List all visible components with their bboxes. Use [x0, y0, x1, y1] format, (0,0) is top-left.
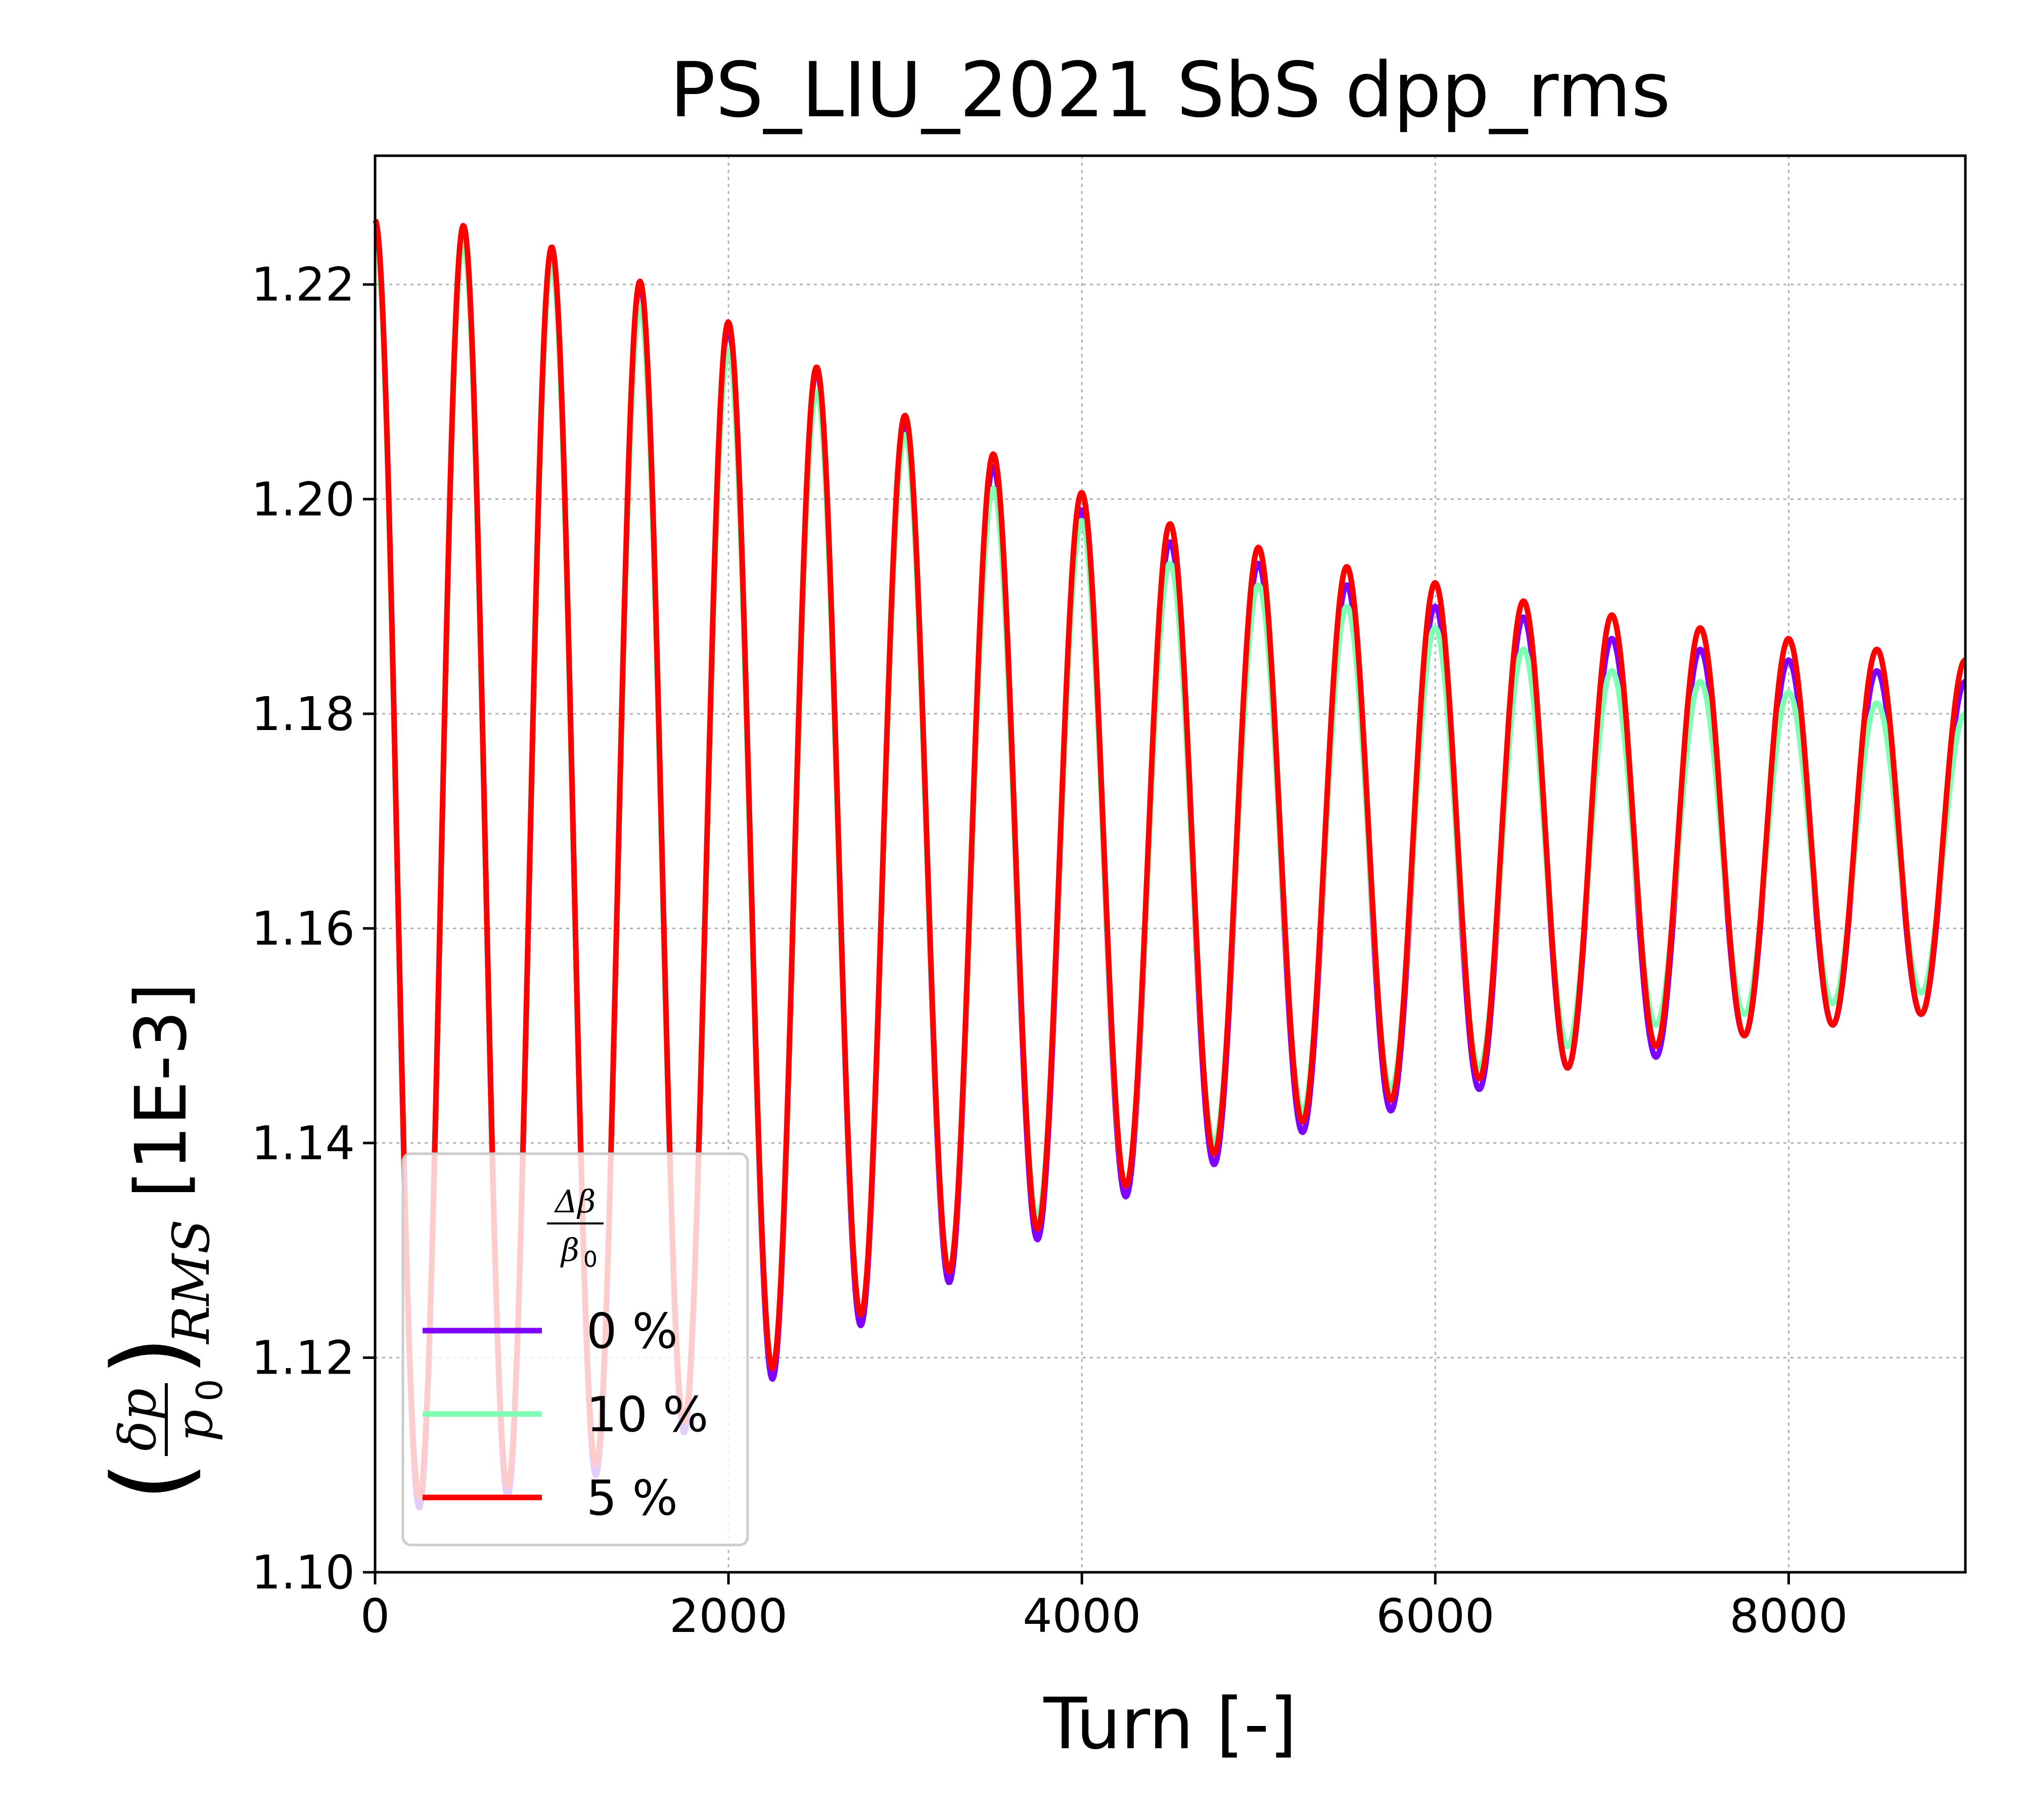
x-tick-label: 0: [360, 1589, 390, 1643]
y-tick-label: 1.10: [251, 1545, 355, 1600]
y-tick-label: 1.18: [251, 687, 355, 741]
grid: [375, 156, 1965, 1572]
legend-title-numerator: Δβ: [554, 1183, 596, 1220]
legend-label-2: 5 %: [586, 1471, 678, 1526]
chart-title: PS_LIU_2021 SbS dpp_rms: [670, 47, 1671, 134]
x-tick-label: 6000: [1376, 1589, 1494, 1643]
y-axis-label-paren-left: (: [91, 1461, 211, 1502]
y-axis-label-numerator: δp: [108, 1388, 167, 1451]
y-axis-label-denominator-subscript: 0: [189, 1379, 231, 1401]
y-tick-label: 1.22: [251, 258, 355, 312]
y-axis-label-subscript: RMS: [162, 1219, 221, 1345]
legend: Δβ β 0 0 % 10 % 5 %: [401, 1152, 749, 1546]
y-tick-label: 1.16: [251, 901, 355, 956]
legend-label-0: 0 %: [586, 1304, 678, 1359]
x-axis-label: Turn [-]: [1043, 1683, 1297, 1765]
legend-box: [401, 1152, 749, 1546]
y-tick-label: 1.12: [251, 1331, 355, 1385]
legend-label-1: 10 %: [586, 1387, 708, 1443]
ticks: 0 2000 4000 6000 8000 1.10 1.12 1.14 1.16 1.18 1.2…: [251, 258, 1848, 1643]
legend-entries: 0 % 10 % 5 %: [423, 1304, 708, 1526]
y-axis-label: ( δp p 0 ) RMS [1E-3]: [91, 983, 231, 1502]
series-line-2: [373, 218, 1967, 1500]
series-line-1: [373, 229, 1967, 1500]
legend-title-denominator: β: [560, 1232, 579, 1268]
x-tick-label: 2000: [669, 1589, 788, 1643]
y-axis-label-paren-right: ): [91, 1336, 211, 1376]
legend-title-denominator-subscript: 0: [583, 1247, 598, 1272]
x-tick-label: 8000: [1729, 1589, 1848, 1643]
plot-frame: [374, 154, 1967, 1574]
y-tick-label: 1.14: [251, 1116, 355, 1170]
y-axis-label-unit: [1E-3]: [120, 983, 203, 1198]
x-tick-label: 4000: [1023, 1589, 1141, 1643]
y-tick-label: 1.20: [251, 472, 355, 526]
series-layer: [373, 218, 1967, 1511]
y-axis-label-denominator: p: [165, 1409, 224, 1442]
